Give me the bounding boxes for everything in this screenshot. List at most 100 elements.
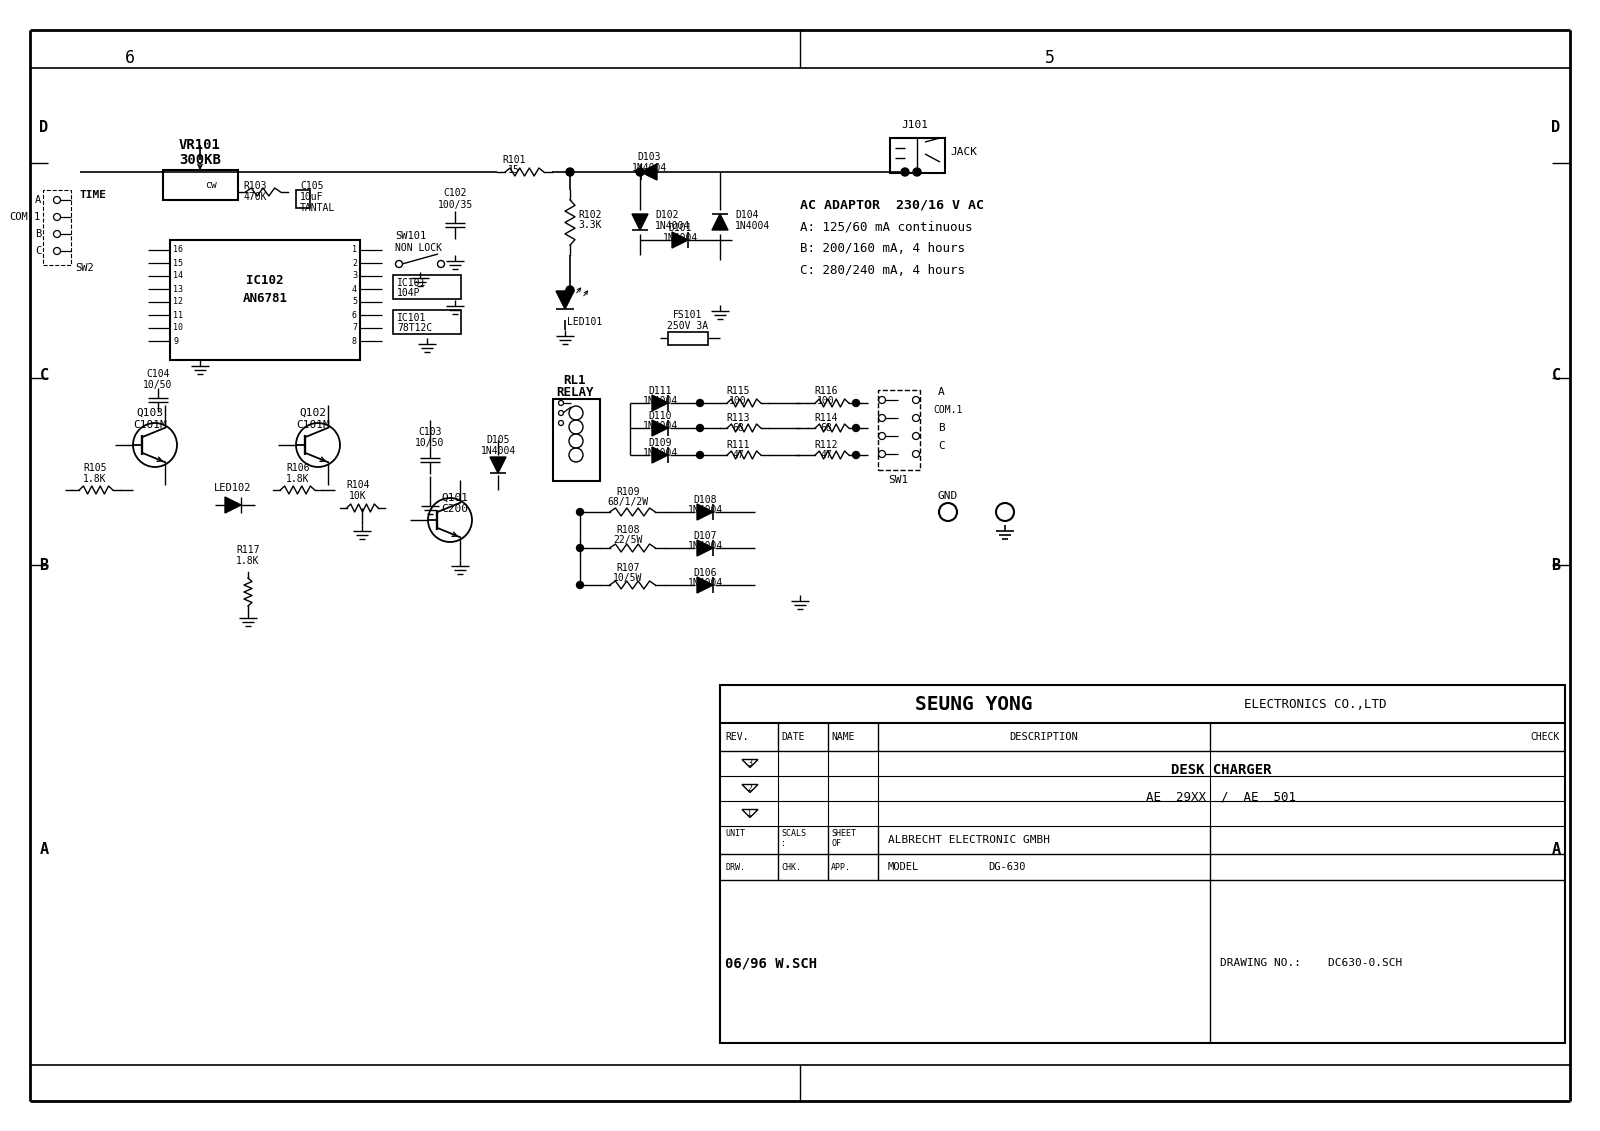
Text: 78T12C: 78T12C [397, 323, 432, 333]
Text: R112: R112 [814, 440, 838, 450]
Text: 1N4004: 1N4004 [688, 578, 723, 588]
Text: LED101: LED101 [568, 317, 603, 327]
Text: J101: J101 [901, 120, 928, 130]
Polygon shape [490, 457, 506, 473]
Text: 3: 3 [352, 271, 357, 280]
Circle shape [566, 169, 574, 176]
Text: R101: R101 [502, 155, 526, 165]
Text: RL1: RL1 [563, 374, 586, 388]
Text: SW101: SW101 [395, 231, 426, 241]
Text: 12: 12 [173, 297, 182, 307]
Text: C101M: C101M [133, 420, 166, 430]
Text: C103: C103 [418, 428, 442, 437]
Bar [394, 275, 461, 299]
Text: IC102: IC102 [246, 274, 283, 286]
Text: 1.8K: 1.8K [237, 556, 259, 566]
Text: R109: R109 [616, 487, 640, 497]
Polygon shape [698, 504, 714, 520]
Text: R115: R115 [726, 386, 750, 396]
Text: SCALS: SCALS [781, 829, 806, 837]
Text: 1N4004: 1N4004 [662, 233, 698, 243]
Text: C: C [938, 441, 944, 451]
Text: R104: R104 [346, 480, 370, 490]
Text: AN6781: AN6781 [243, 292, 288, 304]
Text: D102: D102 [654, 210, 678, 221]
Circle shape [853, 424, 859, 432]
Text: TIME: TIME [80, 190, 107, 200]
Bar [669, 333, 707, 345]
Text: 100/35: 100/35 [437, 200, 472, 210]
Text: A: A [1552, 843, 1560, 857]
Text: D: D [1552, 121, 1560, 136]
Text: DESCRIPTION: DESCRIPTION [1010, 732, 1078, 742]
Text: 68: 68 [733, 423, 744, 433]
Text: B: B [35, 228, 42, 239]
Text: REV.: REV. [725, 732, 749, 742]
Text: Q101: Q101 [442, 493, 469, 503]
Text: CHK.: CHK. [781, 863, 802, 872]
Text: 470K: 470K [243, 192, 267, 202]
Text: R111: R111 [726, 440, 750, 450]
Text: 9: 9 [173, 337, 178, 345]
Text: 1: 1 [747, 809, 752, 818]
Circle shape [646, 169, 654, 176]
Bar [878, 390, 920, 470]
Circle shape [576, 581, 584, 588]
Text: C200: C200 [442, 504, 469, 513]
Text: GND: GND [938, 491, 958, 501]
Text: 3: 3 [747, 759, 752, 768]
Circle shape [696, 399, 704, 406]
Text: 1N4004: 1N4004 [688, 506, 723, 515]
Text: R107: R107 [616, 563, 640, 573]
Text: R102: R102 [578, 209, 602, 219]
Text: SEUNG YONG: SEUNG YONG [915, 694, 1032, 714]
Text: 13: 13 [173, 285, 182, 294]
Polygon shape [226, 497, 242, 513]
Text: 3.3K: 3.3K [578, 221, 602, 231]
Circle shape [566, 286, 574, 294]
Text: DRAWING NO.:    DC630-0.SCH: DRAWING NO.: DC630-0.SCH [1221, 958, 1402, 968]
Bar [554, 399, 600, 481]
Text: 10/50: 10/50 [416, 438, 445, 448]
Text: VR101: VR101 [179, 138, 221, 152]
Text: D: D [40, 121, 48, 136]
Text: DESK CHARGER: DESK CHARGER [1171, 762, 1272, 777]
Text: 1N4004: 1N4004 [642, 396, 678, 406]
Text: SW2: SW2 [75, 264, 94, 273]
Text: RELAY: RELAY [557, 386, 594, 398]
Circle shape [696, 424, 704, 432]
Text: R103: R103 [243, 181, 267, 191]
Text: D111: D111 [648, 386, 672, 396]
Text: COM.1: COM.1 [933, 405, 962, 415]
Text: DRW.: DRW. [725, 863, 746, 872]
Text: C105: C105 [301, 181, 323, 191]
Text: C: 280/240 mA, 4 hours: C: 280/240 mA, 4 hours [800, 265, 965, 277]
Text: IC101: IC101 [397, 278, 426, 288]
Text: cw: cw [205, 180, 216, 190]
Text: Q102: Q102 [299, 408, 326, 418]
Text: R105: R105 [83, 463, 107, 473]
Text: C: C [1552, 368, 1560, 382]
Text: 1N4004: 1N4004 [642, 421, 678, 431]
Circle shape [901, 169, 909, 176]
Text: LED102: LED102 [214, 483, 251, 493]
Text: 250V 3A: 250V 3A [667, 321, 709, 331]
Text: 11: 11 [173, 311, 182, 319]
Text: 1N4004: 1N4004 [480, 446, 515, 456]
Text: C: C [40, 368, 48, 382]
Text: C: C [35, 247, 42, 256]
Text: R108: R108 [616, 525, 640, 535]
Text: 6: 6 [352, 311, 357, 319]
Text: ELECTRONICS CO.,LTD: ELECTRONICS CO.,LTD [1243, 698, 1386, 710]
Text: 5: 5 [1045, 49, 1054, 67]
Text: C102: C102 [443, 188, 467, 198]
Text: 100: 100 [818, 396, 835, 406]
Text: UNIT: UNIT [725, 829, 746, 837]
Text: D110: D110 [648, 411, 672, 421]
Text: TANTAL: TANTAL [301, 202, 336, 213]
Text: 15: 15 [509, 165, 520, 175]
Text: 1N4004: 1N4004 [654, 221, 690, 231]
Text: 1: 1 [352, 245, 357, 254]
Text: NAME: NAME [830, 732, 854, 742]
Bar [394, 310, 461, 334]
